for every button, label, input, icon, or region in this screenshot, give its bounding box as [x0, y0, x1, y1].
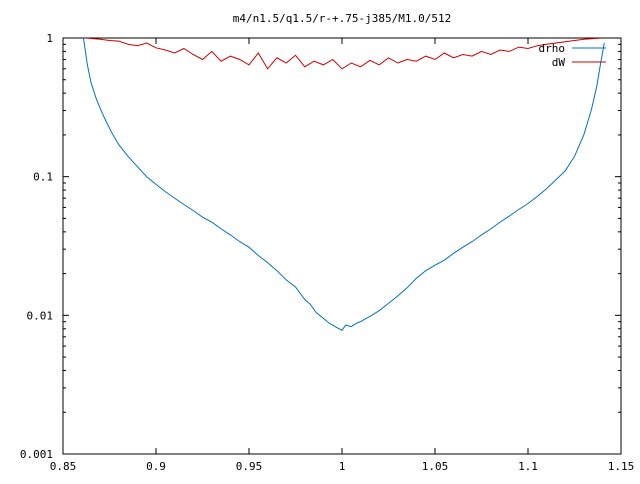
- y-tick-label: 0.1: [33, 171, 53, 184]
- series-line-drho: [83, 38, 605, 331]
- y-tick-label: 1: [46, 32, 53, 45]
- legend-label-drho: drho: [539, 42, 566, 55]
- series-layer: [83, 38, 605, 331]
- y-tick-label: 0.001: [20, 448, 53, 461]
- x-tick-label: 0.9: [146, 460, 166, 473]
- x-tick-label: 1.05: [422, 460, 449, 473]
- x-tick-label: 1.1: [518, 460, 538, 473]
- y-tick-label: 0.01: [27, 309, 54, 322]
- x-tick-label: 1: [339, 460, 346, 473]
- x-tick-label: 0.85: [50, 460, 77, 473]
- legend-label-dW: dW: [552, 56, 566, 69]
- x-tick-label: 1.15: [608, 460, 635, 473]
- x-tick-label: 0.95: [236, 460, 263, 473]
- series-line-dW: [85, 38, 603, 70]
- plot-frame: [62, 37, 622, 455]
- chart-title: m4/n1.5/q1.5/r-+.75-j385/M1.0/512: [233, 12, 452, 25]
- axis-ticks: 0.85 0.9 0.95 1 1.05 1.1 1.15 0.001 0.01 0.1 1: [20, 32, 634, 473]
